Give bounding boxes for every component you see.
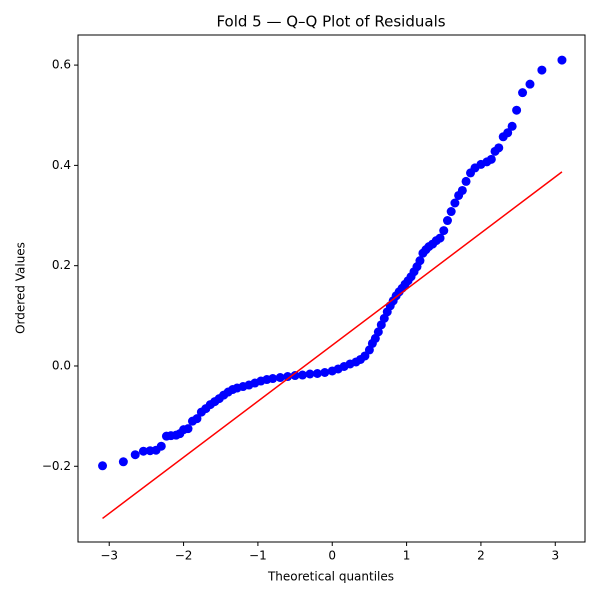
point	[275, 373, 285, 383]
y-tick-label: 0.6	[52, 58, 71, 72]
point	[130, 450, 140, 460]
point	[450, 198, 460, 208]
point	[305, 369, 315, 379]
point	[118, 457, 128, 467]
point	[518, 88, 528, 98]
point	[373, 327, 383, 337]
point	[486, 154, 496, 164]
point	[320, 367, 330, 377]
x-axis-label: Theoretical quantiles	[267, 570, 394, 584]
y-axis-label: Ordered Values	[14, 242, 28, 334]
fit-line	[102, 171, 563, 520]
point	[298, 370, 308, 380]
point	[268, 374, 278, 384]
x-tick-label: −1	[249, 549, 267, 563]
point	[98, 461, 108, 471]
point	[457, 185, 467, 195]
point	[446, 207, 456, 217]
point	[156, 441, 166, 451]
point	[312, 369, 322, 379]
point	[512, 105, 522, 115]
chart-title: Fold 5 — Q–Q Plot of Residuals	[216, 13, 445, 31]
x-tick-label: −3	[100, 549, 118, 563]
y-tick-label: 0.0	[52, 358, 71, 372]
point	[439, 226, 449, 236]
point	[507, 121, 517, 131]
point	[537, 65, 547, 75]
x-tick-label: 2	[477, 549, 485, 563]
point	[494, 143, 504, 153]
plot-frame	[77, 34, 586, 543]
y-tick-label: 0.4	[52, 158, 71, 172]
y-tick-label: 0.2	[52, 258, 71, 272]
point	[415, 256, 425, 266]
y-tick-label: −0.2	[42, 459, 71, 473]
point	[283, 372, 293, 382]
point	[503, 128, 513, 138]
point	[192, 414, 202, 424]
point	[290, 371, 300, 381]
point	[138, 446, 148, 456]
x-tick-label: 0	[328, 549, 336, 563]
point	[183, 424, 193, 434]
point	[557, 55, 567, 65]
point	[461, 176, 471, 186]
point	[525, 79, 535, 89]
point	[435, 233, 445, 243]
x-tick-label: 3	[551, 549, 559, 563]
x-tick-label: −2	[175, 549, 193, 563]
x-tick-label: 1	[403, 549, 411, 563]
point	[442, 216, 452, 226]
